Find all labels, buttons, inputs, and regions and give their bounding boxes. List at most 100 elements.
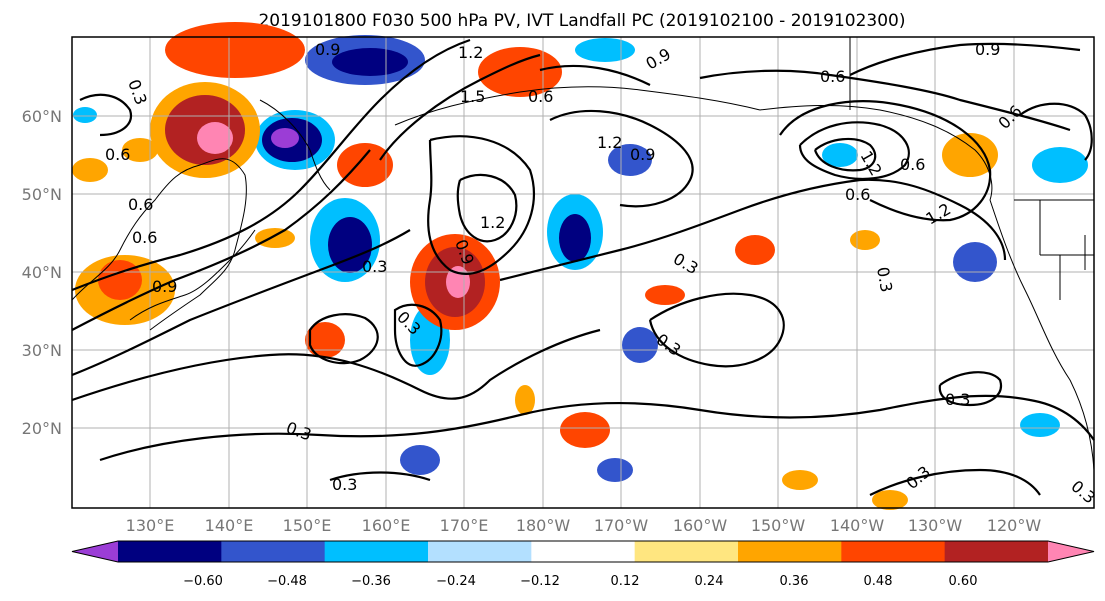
negative-anomaly-core [559, 214, 591, 262]
colorbar-outline [71, 540, 1095, 563]
negative-anomaly-core [328, 217, 372, 273]
contour-label: 0.3 [332, 475, 357, 494]
contour-label: 0.6 [845, 185, 870, 204]
negative-anomaly-blob [608, 144, 652, 176]
asia-coastline [71, 158, 247, 331]
positive-anomaly-extreme [197, 122, 233, 154]
positive-anomaly-blob [645, 285, 685, 305]
japan-coastline [129, 229, 256, 321]
colorbar-tick-label: −0.60 [183, 574, 223, 589]
contour-line [427, 135, 535, 275]
contour-label: 0.6 [105, 145, 130, 164]
colorbar-swatch [531, 541, 636, 562]
negative-anomaly-blob [73, 107, 97, 123]
contour-label: 1.2 [597, 133, 622, 152]
contour-line [549, 109, 694, 208]
figure-title: 2019101800 F030 500 hPa PV, IVT Landfall… [258, 11, 905, 31]
map-gridlines [72, 37, 1094, 508]
lat-label: 30°N [22, 341, 62, 360]
positive-anomaly-core [98, 260, 142, 300]
contour-line [79, 93, 133, 137]
pv-contours [71, 38, 1095, 496]
aleutian-arc [394, 86, 761, 126]
lon-label: 150°W [751, 516, 806, 535]
contour-label: 0.6 [528, 87, 553, 106]
contour-line [329, 471, 431, 482]
colorbar-swatch [738, 541, 842, 562]
contour-label: 0.3 [362, 257, 387, 276]
colorbar-swatch [221, 541, 326, 562]
colorbar-tick-label: −0.24 [436, 574, 476, 589]
colorbar-tick-label: −0.12 [520, 574, 560, 589]
contour-line [71, 328, 601, 402]
positive-anomaly-blob [850, 230, 880, 250]
negative-anomaly-blob [1020, 413, 1060, 437]
contour-label: 0.3 [945, 390, 970, 409]
negative-anomaly-blob [575, 38, 635, 62]
lon-label: 170°E [440, 516, 489, 535]
positive-anomaly-blob [478, 47, 562, 97]
colorbar-tick-label: 0.60 [949, 574, 978, 589]
negative-anomaly-blob [953, 242, 997, 282]
lon-label: 130°E [126, 516, 175, 535]
colorbar-swatch [634, 541, 739, 562]
negative-anomaly-blob [400, 445, 440, 475]
longitude-labels: 130°E 140°E 150°E 160°E 170°E 180°W 170°… [126, 516, 1042, 535]
colorbar-swatch [324, 541, 429, 562]
positive-anomaly-blob [337, 143, 393, 187]
negative-anomaly-core [332, 48, 408, 76]
contour-line [379, 53, 541, 161]
colorbar-tick-label: 0.12 [611, 574, 640, 589]
contour-line [648, 292, 785, 368]
colorbar-tick-label: 0.24 [695, 574, 724, 589]
contour-line [499, 178, 1007, 282]
contour-line [71, 229, 411, 377]
colorbar-swatch [118, 541, 222, 562]
coastlines [71, 86, 1095, 471]
contour-label: 1.2 [480, 213, 505, 232]
positive-anomaly-blob [560, 412, 610, 448]
lon-label: 160°E [362, 516, 411, 535]
contour-label: 0.3 [873, 265, 896, 293]
lon-label: 160°W [673, 516, 728, 535]
contour-line [869, 468, 1041, 496]
contour-label: 0.6 [820, 67, 845, 86]
contour-label: 0.9 [315, 40, 340, 59]
contour-line [798, 121, 910, 180]
kamchatka-coastline [259, 99, 331, 191]
contour-line [1019, 102, 1093, 161]
colorbar-tick-label: 0.48 [864, 574, 893, 589]
contour-label: 0.6 [132, 228, 157, 247]
colorbar-swatches [71, 540, 1095, 563]
colorbar-swatch [841, 541, 946, 562]
north-america-coastline [989, 199, 1095, 471]
contour-line [779, 100, 992, 222]
contour-line [699, 69, 1071, 132]
positive-anomaly-blob [165, 22, 305, 78]
positive-anomaly-blob [735, 235, 775, 265]
negative-anomaly-blob [597, 458, 633, 482]
positive-anomaly-blob [782, 470, 818, 490]
positive-anomaly-blob [305, 322, 345, 358]
lat-label: 50°N [22, 185, 62, 204]
contour-label: 0.6 [128, 195, 153, 214]
colorbar-swatch [428, 541, 532, 562]
lon-label: 120°W [987, 516, 1042, 535]
negative-anomaly-blob [1032, 147, 1088, 183]
alaska-coastline [759, 104, 993, 201]
positive-anomaly-blob [255, 228, 295, 248]
colorbar-tick-label: −0.48 [267, 574, 307, 589]
colorbar-swatch [1048, 541, 1094, 562]
positive-anomaly-blob [942, 133, 998, 177]
colorbar-tick-label: −0.36 [351, 574, 391, 589]
positive-anomaly-blob [872, 490, 908, 510]
contour-line [938, 371, 1003, 407]
lon-label: 150°E [283, 516, 332, 535]
contour-line [849, 42, 1081, 76]
contour-line [539, 64, 651, 86]
contour-line [99, 394, 1095, 462]
colorbar-tick-label: 0.36 [780, 574, 809, 589]
lon-label: 180°W [516, 516, 571, 535]
contour-label: 1.2 [458, 43, 483, 62]
